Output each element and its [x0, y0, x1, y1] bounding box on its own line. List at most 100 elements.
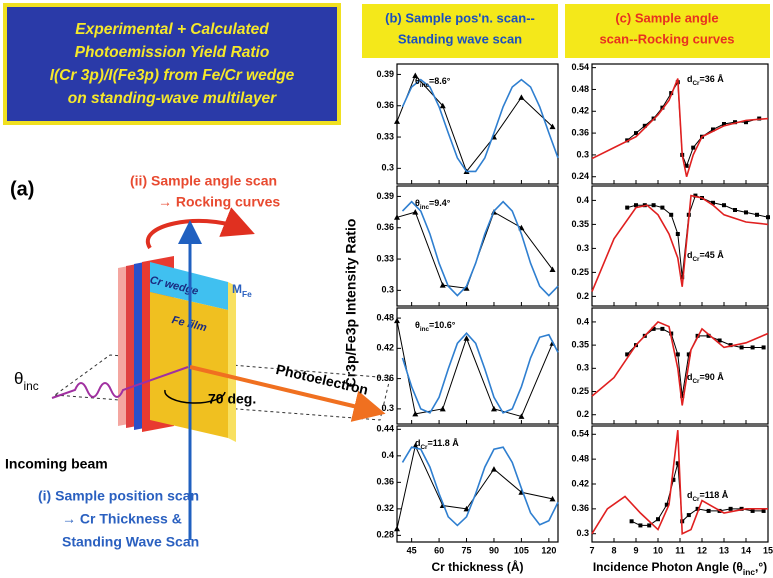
text-part: =118 Å — [700, 490, 729, 500]
x-tick-label: 10 — [653, 545, 663, 555]
y-tick-label: 0.42 — [571, 478, 589, 488]
layer-edge — [228, 282, 236, 442]
text-part: θ — [14, 369, 23, 388]
data-point — [651, 203, 656, 208]
series-line — [626, 80, 760, 168]
panel-annotation: dCr=11.8 Å — [415, 438, 459, 451]
panel-annotation: θinc=8.6° — [415, 76, 451, 89]
y-tick-label: 0.48 — [571, 454, 589, 464]
panel-annotation: dCr=118 Å — [687, 490, 729, 503]
data-point — [660, 205, 665, 210]
header-box — [565, 4, 770, 58]
plot-frame — [396, 425, 559, 543]
text-part: d — [687, 74, 693, 84]
scan-label: → Rocking curves — [158, 194, 280, 210]
subscript: Cr — [693, 378, 701, 385]
panel-annotation: θinc=9.4° — [415, 198, 451, 211]
angle-arc — [164, 389, 226, 404]
x-tick-label: 7 — [589, 545, 594, 555]
y-tick-label: 0.2 — [576, 409, 589, 419]
y-tick-label: 0.24 — [571, 171, 589, 181]
data-point — [739, 506, 744, 511]
x-tick-label: 45 — [407, 545, 417, 555]
y-tick-label: 0.33 — [376, 253, 394, 263]
data-point — [394, 214, 400, 220]
text-part: θ — [415, 198, 420, 208]
diagram-label: (a) — [10, 178, 34, 200]
y-tick-label: 0.35 — [571, 219, 589, 229]
text-part: =10.6° — [429, 320, 456, 330]
data-point — [671, 477, 676, 482]
data-point — [647, 523, 652, 528]
text-part: =9.4° — [429, 198, 451, 208]
panel-annotation: dCr=36 Å — [687, 74, 724, 87]
text-part: θ — [415, 76, 420, 86]
y-tick-label: 0.25 — [571, 386, 589, 396]
text-part: d — [687, 372, 693, 382]
data-point — [750, 345, 755, 350]
x-tick-label: 120 — [541, 545, 556, 555]
data-point — [680, 394, 685, 399]
data-point — [755, 212, 759, 217]
y-tick-label: 0.54 — [571, 62, 589, 72]
y-tick-label: 0.39 — [376, 191, 394, 201]
data-point — [549, 495, 556, 502]
data-point — [744, 210, 748, 215]
y-tick-label: 0.36 — [571, 127, 589, 137]
x-tick-label: 90 — [489, 545, 499, 555]
data-point — [680, 275, 685, 280]
y-tick-label: 0.28 — [376, 530, 394, 540]
scan-label: (ii) Sample angle scan — [130, 173, 277, 189]
x-tick-label: 9 — [633, 545, 638, 555]
data-point — [660, 326, 665, 331]
x-axis-label: Cr thickness (Å) — [431, 559, 523, 574]
data-point — [728, 343, 733, 348]
subscript: inc — [420, 326, 430, 333]
y-tick-label: 0.4 — [576, 195, 589, 205]
subscript: inc — [420, 204, 430, 211]
scan-label: (i) Sample position scan — [38, 488, 199, 504]
x-tick-label: 13 — [719, 545, 729, 555]
x-tick-label: 12 — [697, 545, 707, 555]
text-part: θ — [415, 320, 420, 330]
data-point — [634, 203, 638, 208]
y-tick-label: 0.3 — [381, 403, 394, 413]
subscript: Fe — [242, 289, 252, 299]
plot-frame — [591, 307, 769, 425]
data-point — [625, 352, 630, 357]
data-point — [463, 285, 470, 291]
subscript: Cr — [693, 496, 701, 503]
y-tick-label: 0.3 — [381, 163, 394, 173]
y-tick-label: 0.36 — [376, 222, 394, 232]
data-point — [750, 508, 755, 513]
data-point — [686, 513, 691, 518]
header-box — [362, 4, 558, 58]
y-tick-label: 0.33 — [376, 131, 394, 141]
data-point — [761, 345, 766, 350]
text-part: d — [415, 438, 421, 448]
y-tick-label: 0.4 — [576, 316, 589, 326]
panel-annotation: dCr=45 Å — [687, 250, 724, 263]
data-point — [463, 335, 470, 341]
data-point — [722, 122, 726, 126]
data-point — [394, 525, 400, 532]
x-tick-label: 11 — [675, 545, 685, 555]
y-tick-label: 0.42 — [376, 343, 394, 353]
data-point — [518, 94, 525, 100]
series-line — [401, 200, 559, 297]
series-line — [401, 332, 559, 414]
y-tick-label: 0.2 — [576, 291, 589, 301]
data-point — [642, 123, 647, 128]
series-line — [401, 78, 559, 173]
series-line — [631, 463, 764, 526]
panel-header: scan--Rocking curves — [599, 31, 734, 46]
data-point — [490, 405, 497, 412]
data-point — [711, 127, 715, 132]
data-point — [733, 208, 737, 212]
panel-header: Standing wave scan — [398, 31, 522, 46]
subscript: inc — [420, 82, 430, 89]
plot-frame — [396, 63, 559, 185]
subscript: inc — [23, 379, 38, 393]
title-line: Experimental + Calculated — [75, 21, 269, 38]
data-point — [490, 466, 497, 472]
